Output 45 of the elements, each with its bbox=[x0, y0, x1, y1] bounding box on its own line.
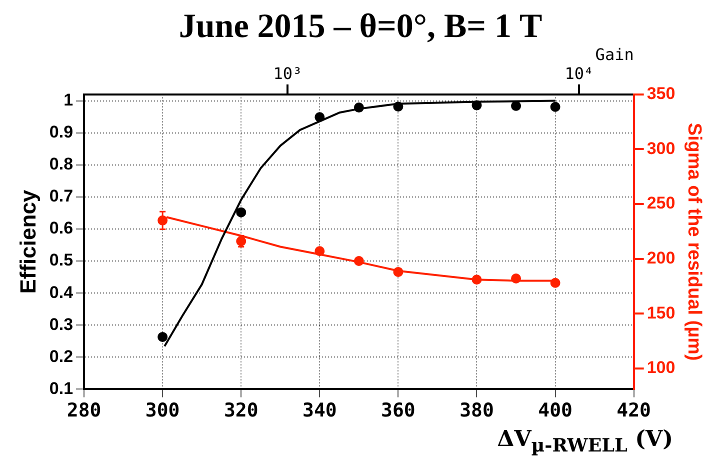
point bbox=[314, 246, 325, 256]
x-tick-label: 380 bbox=[460, 400, 494, 422]
y2-axis-title: Sigma of the residual (µm) bbox=[683, 122, 704, 361]
point bbox=[314, 112, 325, 122]
y2-tick-label: 200 bbox=[646, 248, 676, 268]
x2-axis-title: Gain bbox=[595, 44, 634, 64]
point bbox=[550, 278, 560, 288]
y-tick-label: 0.4 bbox=[49, 282, 74, 302]
point bbox=[158, 332, 168, 342]
point bbox=[393, 266, 404, 277]
point bbox=[511, 100, 522, 111]
x2-tick-label: 10⁴ bbox=[564, 64, 594, 83]
y-tick-label: 0.9 bbox=[49, 122, 74, 142]
point bbox=[393, 102, 404, 112]
y-tick-label: 0.7 bbox=[49, 186, 74, 206]
point bbox=[511, 274, 522, 284]
x-tick-label: 280 bbox=[66, 400, 102, 422]
point bbox=[236, 207, 246, 218]
y-tick-label: 0.3 bbox=[49, 314, 74, 334]
x-tick-label: 360 bbox=[381, 400, 416, 422]
y-axis-title: Efficiency bbox=[15, 189, 40, 294]
y-tick-label: 0.2 bbox=[49, 346, 74, 366]
y-tick-label: 0.6 bbox=[49, 218, 74, 238]
y2-tick-label: 300 bbox=[646, 138, 676, 158]
y-tick-label: 0.1 bbox=[49, 378, 74, 398]
x-tick-label: 420 bbox=[616, 400, 651, 422]
y2-tick-label: 100 bbox=[646, 358, 676, 378]
point bbox=[472, 274, 482, 285]
x2-tick-label: 10³ bbox=[273, 64, 302, 83]
point bbox=[550, 102, 560, 112]
x-tick-label: 300 bbox=[145, 400, 180, 422]
y-tick-label: 0.5 bbox=[49, 250, 74, 270]
x-tick-label: 400 bbox=[538, 400, 572, 422]
x-axis-title: ΔV$_{µ-RWELL}$ (V) bbox=[496, 426, 674, 458]
chart-title: June 2015 – θ=0°, B= 1 T bbox=[178, 8, 544, 46]
x-tick-label: 340 bbox=[302, 400, 337, 422]
y2-tick-label: 150 bbox=[646, 303, 676, 322]
point bbox=[354, 102, 364, 113]
y-tick-label: 0.8 bbox=[49, 154, 74, 174]
y-tick-label: 1 bbox=[64, 90, 74, 110]
y2-tick-label: 350 bbox=[646, 84, 676, 104]
point bbox=[472, 100, 482, 110]
y2-tick-label: 250 bbox=[646, 194, 676, 213]
x-tick-label: 320 bbox=[224, 400, 258, 422]
point bbox=[354, 256, 364, 266]
